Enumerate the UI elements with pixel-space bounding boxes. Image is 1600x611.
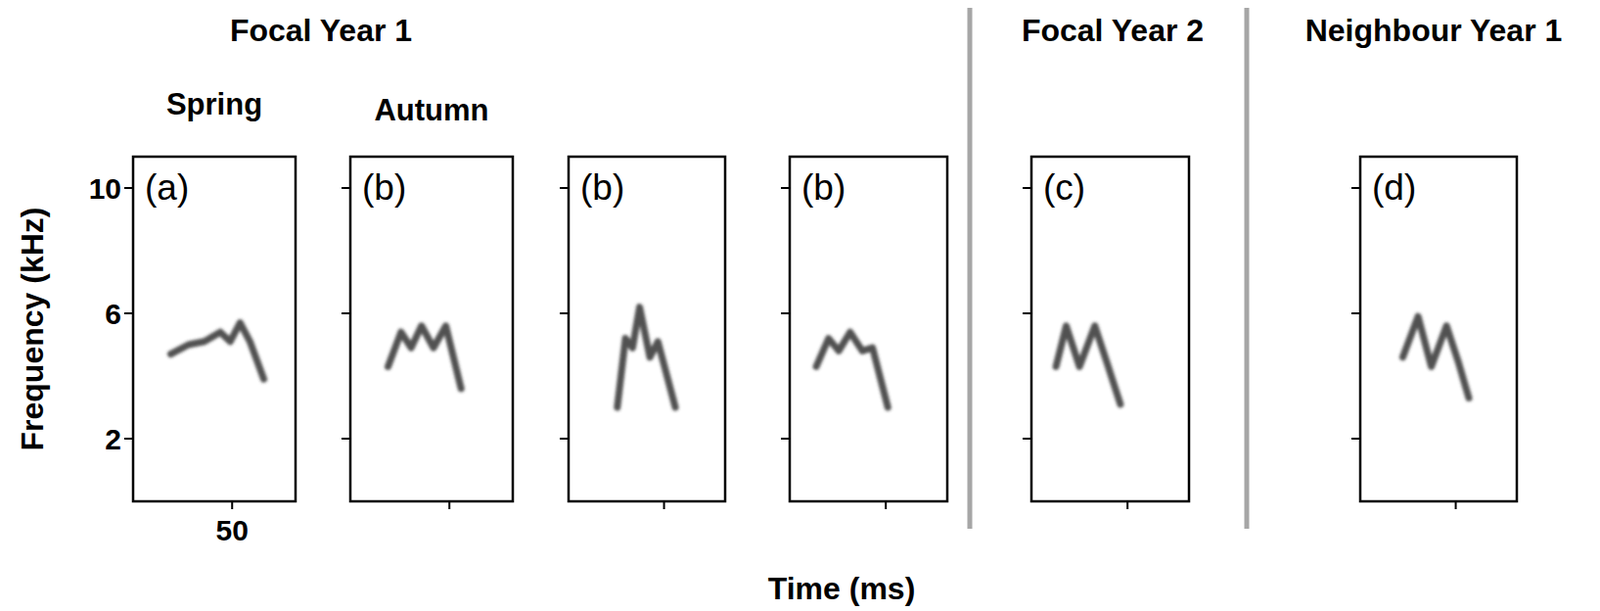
y-tick (780, 437, 790, 440)
y-tick (780, 186, 790, 189)
separator (1244, 7, 1250, 529)
x-tick (448, 501, 451, 509)
y-tick (1351, 437, 1361, 440)
y-tick-label: 10 (89, 172, 122, 205)
frame (1031, 156, 1189, 502)
call-trace (171, 322, 265, 380)
panel-letter: (a) (144, 167, 189, 208)
call-trace (1055, 325, 1121, 405)
season-label: Autumn (373, 92, 489, 128)
x-tick (884, 501, 887, 509)
call-trace (617, 307, 676, 408)
y-tick (1022, 437, 1032, 440)
frame (568, 156, 726, 502)
frame (133, 156, 296, 502)
panel: (b) Autumn (341, 92, 513, 509)
season-label: Spring (166, 87, 263, 122)
y-tick (124, 437, 134, 440)
y-tick (559, 437, 569, 440)
frame (1360, 156, 1517, 502)
panel-letter: (b) (362, 167, 407, 208)
call-trace (816, 331, 888, 408)
y-tick (1351, 186, 1361, 189)
panel: (b) (559, 156, 726, 509)
panel: (c) (1022, 156, 1189, 509)
y-tick (1022, 186, 1032, 189)
panel: (d) (1351, 156, 1517, 509)
group-heading: Neighbour Year 1 (1305, 12, 1563, 48)
y-tick (341, 186, 351, 189)
plot-area (171, 322, 265, 380)
x-tick (1126, 501, 1129, 509)
x-tick (663, 501, 666, 509)
frame (789, 156, 948, 502)
x-tick (1455, 501, 1458, 509)
x-tick-label: 50 (216, 513, 249, 547)
y-tick (341, 312, 351, 315)
y-tick (1351, 312, 1361, 315)
panel-letter: (d) (1371, 167, 1417, 208)
y-tick (124, 186, 134, 189)
group-heading: Focal Year 1 (229, 12, 412, 48)
y-tick (1022, 312, 1032, 315)
plot-area (1403, 316, 1470, 398)
plot-area (816, 331, 888, 408)
plot-area (1055, 325, 1121, 405)
panel-letter: (b) (801, 167, 846, 208)
panel-letter: (c) (1043, 167, 1086, 208)
y-tick (341, 437, 351, 440)
plot-area (388, 325, 462, 389)
plot-area (617, 307, 676, 408)
separator (967, 7, 973, 529)
call-trace (388, 325, 462, 389)
call-trace (1403, 316, 1470, 398)
frame (350, 156, 513, 502)
panel: 2 6 10 50 (a) Spring Frequency (kHz) (14, 87, 296, 547)
group-heading: Focal Year 2 (1021, 12, 1204, 48)
y-tick-label: 6 (104, 297, 122, 330)
y-tick-label: 2 (104, 422, 122, 456)
panel: (b) (780, 156, 948, 509)
y-tick (559, 186, 569, 189)
y-tick (124, 312, 134, 315)
panel-letter: (b) (580, 167, 625, 208)
x-axis-title: Time (ms) (768, 570, 916, 606)
y-axis-title: Frequency (kHz) (14, 207, 50, 452)
y-tick (559, 312, 569, 315)
y-tick (780, 312, 790, 315)
figure: 261050(a)SpringFrequency (kHz)(b)Autumn(… (0, 0, 1600, 611)
x-tick (230, 501, 233, 509)
